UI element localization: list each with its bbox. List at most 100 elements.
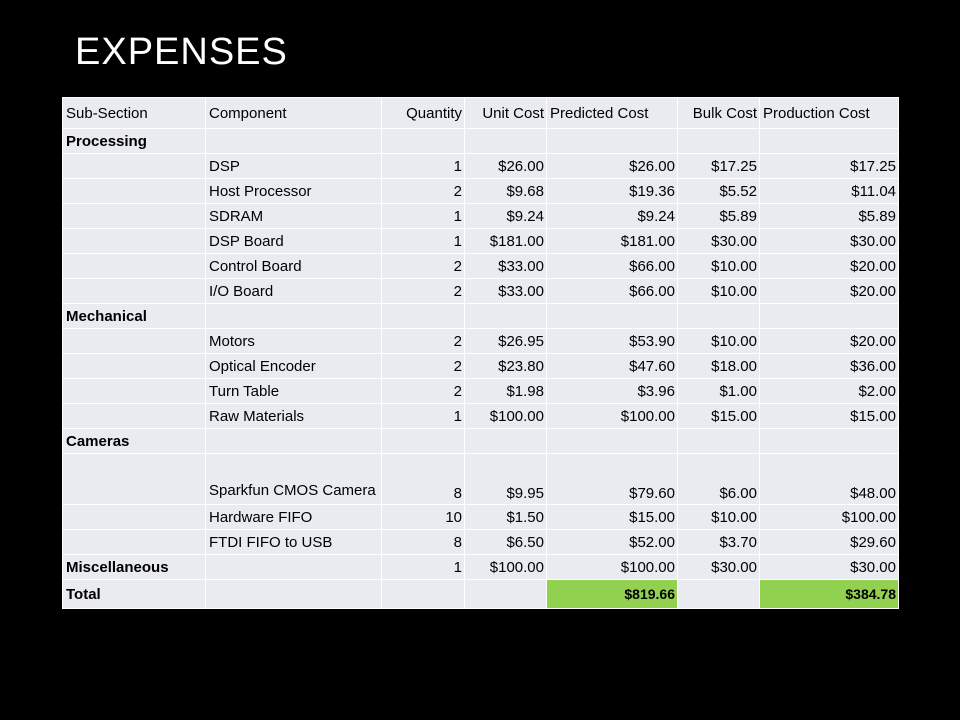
cell-quantity: 2 [381, 278, 465, 304]
cell-predicted-cost: $66.00 [546, 253, 678, 279]
table-row: DSP 1 $26.00 $26.00 $17.25 $17.25 [62, 153, 899, 179]
expense-table-body: Sub-Section Component Quantity Unit Cost Pre… [62, 97, 899, 609]
cell-sub-section [62, 378, 206, 404]
cell-quantity: 8 [381, 529, 465, 555]
cell-unit-cost: $100.00 [464, 403, 547, 429]
cell-quantity: 2 [381, 328, 465, 354]
cell-quantity: 1 [381, 203, 465, 229]
table-row: Raw Materials 1 $100.00 $100.00 $15.00 $15.00 [62, 403, 899, 429]
cell-bulk-cost: $18.00 [677, 353, 760, 379]
cell-sub-section [62, 403, 206, 429]
cell-unit-cost: $26.95 [464, 328, 547, 354]
cell-predicted-cost: $819.66 [546, 579, 678, 609]
cell-predicted-cost: $79.60 [546, 453, 678, 505]
cell-sub-section [62, 278, 206, 304]
cell-sub-section: Processing [62, 128, 206, 154]
total-row: Total $819.66 $384.78 [62, 579, 899, 609]
cell-sub-section [62, 453, 206, 505]
cell-unit-cost: $1.50 [464, 504, 547, 530]
cell-sub-section [62, 529, 206, 555]
cell-bulk-cost [677, 303, 760, 329]
cell-production-cost: $30.00 [759, 228, 899, 254]
cell-production-cost: $2.00 [759, 378, 899, 404]
cell-production-cost [759, 428, 899, 454]
cell-predicted-cost: $100.00 [546, 403, 678, 429]
cell-sub-section: Miscellaneous [62, 554, 206, 580]
cell-predicted-cost: $26.00 [546, 153, 678, 179]
cell-unit-cost: $181.00 [464, 228, 547, 254]
cell-predicted-cost [546, 428, 678, 454]
cell-bulk-cost: $5.89 [677, 203, 760, 229]
cell-production-cost: $17.25 [759, 153, 899, 179]
cell-component: Motors [205, 328, 382, 354]
page-title: EXPENSES [75, 31, 288, 73]
cell-component [205, 428, 382, 454]
cell-component: FTDI FIFO to USB [205, 529, 382, 555]
cell-quantity: 10 [381, 504, 465, 530]
cell-quantity: 2 [381, 178, 465, 204]
cell-predicted-cost: $15.00 [546, 504, 678, 530]
cell-component: Host Processor [205, 178, 382, 204]
cell-quantity [381, 303, 465, 329]
cell-quantity [381, 579, 465, 609]
cell-production-cost: $15.00 [759, 403, 899, 429]
cell-bulk-cost [677, 128, 760, 154]
cell-bulk-cost: $30.00 [677, 228, 760, 254]
cell-unit-cost: $9.95 [464, 453, 547, 505]
cell-predicted-cost: $9.24 [546, 203, 678, 229]
cell-unit-cost: $33.00 [464, 253, 547, 279]
table-row: DSP Board 1 $181.00 $181.00 $30.00 $30.00 [62, 228, 899, 254]
cell-component: Control Board [205, 253, 382, 279]
cell-bulk-cost: $5.52 [677, 178, 760, 204]
section-row: Processing [62, 128, 899, 154]
cell-unit-cost: $6.50 [464, 529, 547, 555]
cell-quantity [381, 128, 465, 154]
cell-production-cost: $20.00 [759, 328, 899, 354]
table-row: Control Board 2 $33.00 $66.00 $10.00 $20.00 [62, 253, 899, 279]
cell-bulk-cost: $10.00 [677, 328, 760, 354]
cell-component: DSP [205, 153, 382, 179]
cell-component: Sparkfun CMOS Camera [205, 453, 382, 505]
cell-component [205, 128, 382, 154]
cell-bulk-cost [677, 579, 760, 609]
cell-predicted-cost [546, 303, 678, 329]
cell-bulk-cost: $10.00 [677, 504, 760, 530]
column-header-production-cost: Production Cost [759, 97, 899, 129]
cell-quantity: 2 [381, 253, 465, 279]
cell-unit-cost [464, 128, 547, 154]
cell-production-cost: $29.60 [759, 529, 899, 555]
table-row: Host Processor 2 $9.68 $19.36 $5.52 $11.04 [62, 178, 899, 204]
cell-component: I/O Board [205, 278, 382, 304]
cell-component [205, 579, 382, 609]
cell-production-cost: $11.04 [759, 178, 899, 204]
cell-unit-cost [464, 579, 547, 609]
table-row: Motors 2 $26.95 $53.90 $10.00 $20.00 [62, 328, 899, 354]
cell-sub-section [62, 353, 206, 379]
cell-unit-cost: $9.24 [464, 203, 547, 229]
expense-table: Sub-Section Component Quantity Unit Cost Pre… [62, 97, 899, 609]
column-header-predicted-cost: Predicted Cost [546, 97, 678, 129]
cell-unit-cost: $9.68 [464, 178, 547, 204]
cell-component: DSP Board [205, 228, 382, 254]
cell-quantity: 1 [381, 228, 465, 254]
column-header-unit-cost: Unit Cost [464, 97, 547, 129]
cell-bulk-cost: $1.00 [677, 378, 760, 404]
section-row: Cameras [62, 428, 899, 454]
cell-predicted-cost [546, 128, 678, 154]
table-row: Turn Table 2 $1.98 $3.96 $1.00 $2.00 [62, 378, 899, 404]
cell-unit-cost: $1.98 [464, 378, 547, 404]
cell-production-cost [759, 303, 899, 329]
cell-component: SDRAM [205, 203, 382, 229]
cell-production-cost: $20.00 [759, 278, 899, 304]
cell-bulk-cost: $30.00 [677, 554, 760, 580]
cell-bulk-cost: $15.00 [677, 403, 760, 429]
cell-unit-cost: $33.00 [464, 278, 547, 304]
cell-sub-section [62, 328, 206, 354]
cell-component: Hardware FIFO [205, 504, 382, 530]
column-header-component: Component [205, 97, 382, 129]
cell-production-cost: $384.78 [759, 579, 899, 609]
cell-sub-section [62, 178, 206, 204]
cell-quantity [381, 428, 465, 454]
cell-sub-section [62, 504, 206, 530]
